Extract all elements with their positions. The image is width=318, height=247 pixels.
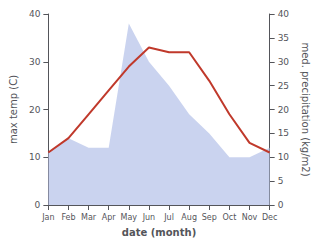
svg-text:40: 40 — [29, 9, 41, 19]
svg-text:10: 10 — [29, 152, 41, 162]
svg-text:25: 25 — [278, 81, 289, 91]
svg-text:0: 0 — [35, 200, 41, 210]
svg-text:Sep: Sep — [202, 213, 217, 222]
svg-text:Jun: Jun — [142, 213, 156, 222]
svg-text:30: 30 — [278, 57, 290, 67]
svg-text:Oct: Oct — [222, 213, 236, 222]
svg-text:Dec: Dec — [262, 213, 277, 222]
svg-text:5: 5 — [278, 176, 284, 186]
svg-text:med. precipitation (kg/m2): med. precipitation (kg/m2) — [300, 42, 311, 176]
svg-text:Jul: Jul — [163, 213, 174, 222]
svg-text:20: 20 — [29, 105, 41, 115]
svg-text:35: 35 — [278, 33, 289, 43]
svg-text:Feb: Feb — [61, 213, 75, 222]
svg-text:Apr: Apr — [102, 213, 117, 222]
svg-text:date (month): date (month) — [122, 227, 196, 238]
svg-text:20: 20 — [278, 105, 290, 115]
svg-text:10: 10 — [278, 152, 290, 162]
svg-text:0: 0 — [278, 200, 284, 210]
svg-text:Nov: Nov — [242, 213, 258, 222]
svg-text:30: 30 — [29, 57, 41, 67]
svg-text:Jan: Jan — [41, 213, 54, 222]
svg-text:15: 15 — [278, 128, 289, 138]
svg-text:Aug: Aug — [181, 213, 197, 222]
svg-text:40: 40 — [278, 9, 290, 19]
svg-text:Mar: Mar — [81, 213, 97, 222]
svg-text:May: May — [121, 213, 138, 222]
svg-text:max temp (C): max temp (C) — [8, 75, 19, 144]
